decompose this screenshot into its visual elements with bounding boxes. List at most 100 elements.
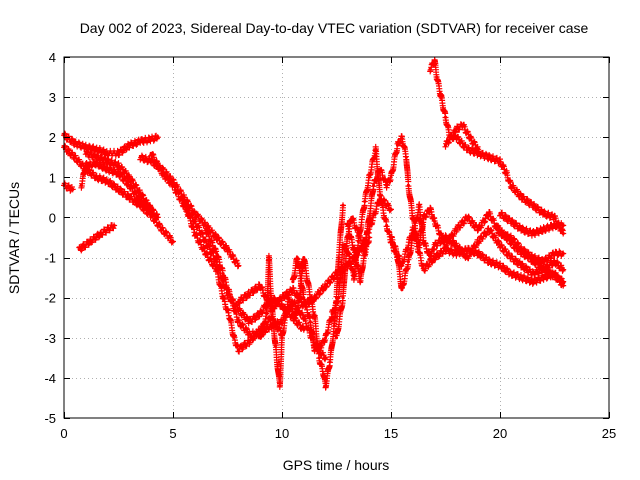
y-tick-label: 4	[49, 50, 56, 65]
y-tick-label: 3	[49, 90, 56, 105]
data-point	[73, 141, 77, 145]
data-point	[317, 356, 321, 360]
data-point	[526, 256, 530, 260]
data-point	[487, 227, 491, 232]
data-point	[374, 147, 378, 151]
data-point	[328, 360, 332, 364]
data-point	[509, 219, 513, 224]
x-tick-label: 10	[275, 426, 289, 441]
data-point	[278, 384, 282, 388]
data-point	[454, 135, 458, 139]
data-point	[156, 215, 160, 219]
series-track-k	[257, 202, 346, 391]
data-point	[106, 159, 110, 163]
data-point	[95, 147, 99, 151]
data-point	[389, 175, 393, 179]
series-markers	[61, 180, 76, 194]
data-point	[313, 348, 317, 352]
series-markers	[76, 222, 118, 254]
data-point	[302, 304, 306, 308]
data-point	[302, 316, 306, 320]
data-point	[378, 167, 382, 171]
x-tick-label: 5	[169, 426, 176, 441]
data-point	[531, 272, 535, 276]
data-point	[337, 296, 341, 300]
data-point	[302, 256, 306, 260]
data-point	[265, 312, 269, 316]
series-track-t	[333, 215, 373, 340]
data-point	[358, 280, 363, 284]
data-point	[160, 171, 164, 175]
data-point	[127, 195, 131, 199]
data-point	[204, 251, 208, 256]
series-markers	[497, 209, 567, 239]
series-markers	[427, 56, 567, 237]
data-point	[332, 324, 336, 328]
y-tick-label: -2	[44, 291, 56, 306]
data-point	[443, 115, 448, 119]
data-point	[138, 199, 142, 203]
data-point	[411, 227, 415, 232]
data-point	[400, 264, 404, 268]
data-point	[247, 292, 251, 296]
data-point	[182, 199, 186, 203]
data-point	[454, 127, 458, 131]
series-track-d	[76, 222, 118, 254]
data-point	[204, 223, 208, 228]
data-point	[465, 215, 469, 219]
data-point	[509, 272, 513, 276]
data-point	[171, 183, 175, 187]
data-point	[204, 239, 208, 244]
data-point	[116, 163, 121, 167]
data-point	[467, 135, 472, 139]
data-point	[531, 280, 535, 284]
data-point	[435, 75, 439, 79]
data-point	[433, 59, 437, 63]
data-point	[95, 175, 99, 179]
data-point	[542, 260, 546, 264]
x-tick-label: 20	[493, 426, 507, 441]
data-point	[221, 272, 225, 276]
data-point	[389, 207, 393, 211]
data-point	[465, 256, 469, 260]
data-point	[313, 316, 317, 320]
data-point	[404, 155, 408, 159]
data-point	[88, 239, 92, 244]
data-point	[433, 243, 437, 248]
data-point	[106, 167, 110, 171]
data-point	[509, 256, 513, 260]
data-point	[138, 191, 142, 195]
data-point	[428, 67, 432, 71]
data-point	[476, 151, 480, 155]
grid-layer	[64, 57, 609, 418]
data-point	[520, 276, 524, 280]
data-point	[389, 235, 393, 240]
data-point	[552, 215, 557, 219]
data-point	[95, 155, 99, 159]
data-point	[228, 316, 232, 320]
data-point	[561, 251, 565, 256]
series-track-o	[427, 56, 567, 237]
data-point	[476, 239, 480, 244]
data-point	[156, 135, 160, 139]
data-point	[225, 247, 230, 252]
data-point	[291, 288, 295, 292]
plot-frame	[63, 56, 610, 419]
data-point	[341, 296, 345, 300]
data-point	[465, 147, 469, 151]
y-tick-label: 2	[49, 130, 56, 145]
data-point	[345, 235, 349, 240]
data-point	[504, 235, 509, 240]
data-point	[363, 251, 367, 256]
series-markers	[61, 142, 176, 246]
data-point	[443, 143, 448, 147]
data-point	[95, 161, 99, 165]
data-point	[138, 155, 142, 159]
data-point	[548, 272, 552, 276]
series-track-a	[61, 130, 161, 159]
data-point	[400, 288, 404, 292]
y-tick-label: -5	[44, 411, 56, 426]
data-point	[422, 239, 426, 244]
data-point	[494, 223, 498, 228]
data-point	[341, 203, 345, 207]
